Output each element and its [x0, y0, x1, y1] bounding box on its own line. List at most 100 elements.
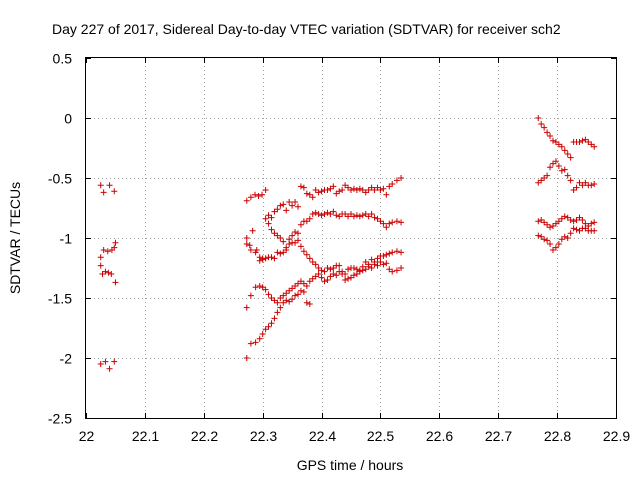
data-point	[573, 226, 580, 233]
data-point	[255, 193, 262, 199]
data-point	[342, 277, 349, 283]
data-point	[535, 232, 542, 239]
data-point	[567, 217, 574, 223]
data-point	[262, 215, 269, 222]
y-tick-labels: 0.5 0 -0.5 -1 -1.5 -2 -2.5	[48, 51, 72, 427]
data-point	[398, 249, 405, 256]
data-point	[324, 277, 331, 283]
data-point	[277, 304, 284, 311]
data-point	[280, 201, 287, 208]
data-point	[303, 251, 310, 258]
data-points	[97, 115, 598, 372]
data-point	[111, 244, 118, 251]
data-point	[243, 235, 250, 241]
data-point	[247, 340, 254, 347]
data-point	[295, 203, 301, 210]
data-point	[283, 207, 290, 214]
data-point	[97, 182, 104, 189]
data-point	[274, 206, 281, 213]
chart-title: Day 227 of 2017, Sidereal Day-to-day VTE…	[52, 21, 561, 37]
data-point	[535, 218, 542, 225]
data-point	[591, 181, 598, 187]
data-point	[336, 188, 343, 195]
data-point	[256, 335, 263, 342]
data-point	[544, 172, 551, 179]
x-tick-labels: 22 22.1 22.2 22.3 22.4 22.5 22.6 22.7 22.8 22.9	[79, 428, 631, 444]
data-point	[303, 299, 310, 306]
data-point	[348, 187, 354, 193]
data-point	[359, 267, 366, 274]
data-point	[297, 183, 304, 190]
data-point	[345, 275, 352, 282]
data-point	[262, 286, 269, 293]
data-point	[570, 218, 577, 225]
data-point	[277, 202, 284, 209]
data-point	[393, 267, 400, 274]
data-point	[112, 279, 119, 286]
data-point	[268, 320, 275, 327]
data-point	[318, 212, 325, 219]
data-point	[100, 189, 107, 196]
data-point	[295, 237, 301, 244]
data-point	[315, 189, 322, 196]
data-point	[558, 167, 565, 174]
data-point	[262, 255, 269, 262]
data-point	[249, 227, 256, 234]
data-point	[283, 297, 290, 304]
data-point	[111, 188, 118, 195]
data-point	[295, 291, 301, 298]
data-point	[398, 175, 405, 181]
data-point	[353, 187, 360, 193]
data-point	[561, 213, 568, 220]
data-point	[306, 301, 313, 307]
data-point	[321, 278, 328, 285]
y-axis-label: SDTVAR / TECUs	[7, 182, 23, 294]
data-point	[541, 236, 548, 243]
data-point	[383, 224, 390, 231]
plot-frame	[85, 57, 617, 419]
data-point	[371, 261, 378, 268]
data-point	[579, 217, 586, 223]
data-point	[309, 211, 316, 217]
data-point	[324, 187, 331, 193]
data-point	[555, 163, 562, 169]
data-point	[365, 263, 372, 270]
data-point	[588, 220, 595, 227]
data-point	[350, 185, 357, 192]
data-point	[289, 296, 296, 303]
data-point	[292, 199, 299, 205]
y-tick-label: 0	[64, 111, 72, 127]
data-point	[324, 209, 331, 216]
data-point	[274, 249, 281, 256]
data-point	[312, 261, 319, 268]
data-point	[274, 299, 281, 306]
x-tick-label: 22	[79, 428, 95, 444]
data-point	[393, 248, 400, 255]
data-point	[312, 209, 319, 216]
data-point	[108, 271, 115, 277]
data-point	[265, 220, 272, 227]
data-point	[277, 235, 284, 241]
data-point	[324, 265, 331, 271]
data-point	[300, 184, 307, 191]
data-point	[576, 139, 583, 145]
data-point	[389, 181, 396, 187]
data-point	[333, 212, 340, 219]
data-point	[106, 182, 113, 189]
data-point	[102, 358, 109, 365]
x-tick-label: 22.8	[544, 428, 571, 444]
data-point	[389, 219, 396, 226]
data-point	[552, 158, 559, 165]
data-point	[356, 185, 363, 192]
data-point	[243, 241, 250, 247]
data-point	[106, 365, 113, 372]
data-point	[561, 147, 568, 154]
data-point	[567, 177, 574, 184]
data-point	[268, 226, 275, 233]
data-point	[306, 215, 313, 222]
y-tick-label: -1.5	[48, 291, 72, 307]
data-point	[538, 121, 545, 127]
data-point	[549, 137, 556, 144]
data-point	[271, 255, 278, 262]
